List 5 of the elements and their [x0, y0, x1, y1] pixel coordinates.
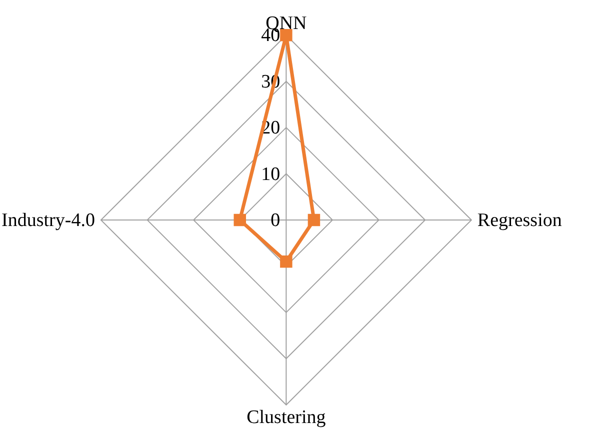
y-tick-label: 0	[270, 210, 280, 231]
spoke-label: Clustering	[246, 406, 326, 428]
spoke-label: Industry-4.0	[2, 210, 95, 231]
y-tick-label: 10	[261, 164, 280, 185]
spoke-label: Regression	[477, 210, 562, 231]
